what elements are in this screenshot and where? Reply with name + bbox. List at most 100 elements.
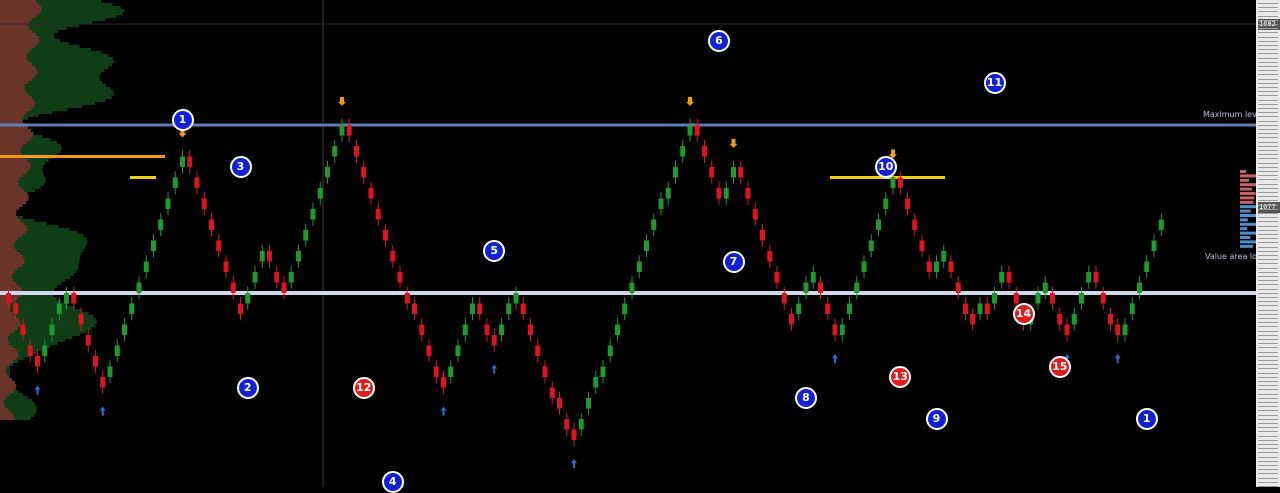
profile-bar-green [0,339,65,342]
profile-bar-brown [0,177,20,180]
profile-bar-brown [0,285,20,288]
bull-brick [673,167,678,178]
bear-brick [984,303,990,314]
profile-bar-green [0,315,94,318]
bear-brick [752,209,758,220]
profile-bar-green [0,72,102,75]
price-axis-tick [1258,481,1278,483]
profile-bar-green [0,255,81,258]
profile-bar-brown [0,357,17,360]
price-axis-tick [1258,427,1278,429]
profile-bar-green [0,15,117,18]
profile-bar-green [0,180,46,183]
profile-bar-green [0,393,24,396]
mini-profile-bar [1240,209,1251,213]
profile-bar-brown [0,366,7,369]
profile-bar-brown [0,201,27,204]
price-axis-tick [1258,49,1278,51]
profile-bar-brown [0,321,21,324]
price-axis[interactable]: 1682 1677 [1256,0,1280,487]
bear-brick [93,356,98,367]
bull-brick [687,125,693,136]
profile-bar-green [0,87,111,90]
profile-bar-green [0,348,43,351]
price-axis-tick [1258,271,1278,273]
bull-brick [114,345,120,356]
bear-brick [1064,324,1070,335]
profile-bar-brown [0,168,30,171]
profile-bar-brown [0,255,24,258]
bull-brick [1158,219,1164,230]
price-axis-tick [1258,108,1278,109]
profile-bar-green [0,300,62,303]
mini-profile-bar [1240,222,1258,226]
profile-bar-brown [0,408,9,411]
price-axis-tick [1258,137,1278,139]
bear-brick [27,345,33,356]
bull-brick [665,188,671,199]
profile-bar-brown [0,90,26,93]
profile-bar-green [0,303,68,306]
profile-bar-green [0,141,57,144]
profile-bar-green [0,264,79,267]
price-axis-tick [1258,116,1278,118]
bear-brick [970,314,976,325]
bull-brick [64,293,69,304]
bear-brick [760,230,765,241]
bear-brick [477,303,483,314]
bull-brick [999,272,1005,283]
bear-brick [100,377,106,388]
profile-bar-brown [0,276,12,279]
bull-brick [883,198,889,209]
profile-bar-brown [0,342,10,345]
bear-brick [542,366,548,377]
price-axis-tick [1258,141,1278,143]
buy-arrow-icon [832,354,838,364]
mini-profile-bar [1240,214,1258,217]
bear-brick [905,198,910,209]
bull-brick [731,167,736,178]
profile-bar-green [0,144,61,147]
profile-bar-brown [0,138,31,141]
price-axis-tick [1258,57,1278,59]
profile-bar-brown [0,87,25,90]
bull-brick [310,209,316,220]
bear-brick [404,293,410,304]
price-axis-tick [1258,431,1278,433]
bull-brick [151,240,156,251]
bull-brick [317,188,323,199]
profile-bar-green [0,60,114,63]
profile-bar-brown [0,279,14,282]
bull-brick [941,251,947,262]
price-axis-tick [1258,385,1278,387]
bull-brick [470,303,475,314]
bear-brick [238,303,243,314]
bull-brick [455,345,461,356]
bear-brick [963,303,968,314]
bear-brick [1006,272,1012,283]
bear-brick [491,335,497,346]
profile-bar-green [0,402,35,405]
buy-arrow-icon [99,406,106,416]
annotation-marker-3: 3 [229,156,252,178]
bull-brick [513,293,519,304]
profile-bar-brown [0,372,7,375]
profile-bar-brown [0,54,27,57]
price-axis-tick [1258,103,1278,105]
profile-bar-green [0,3,113,6]
profile-bar-green [0,57,113,60]
price-axis-tick [1258,397,1278,399]
profile-bar-green [0,27,67,30]
price-axis-tick [1258,423,1278,424]
profile-bar-brown [0,360,14,363]
profile-bar-brown [0,72,37,75]
profile-bar-brown [0,336,8,339]
profile-bar-brown [0,222,24,225]
profile-bar-green [0,183,45,186]
bull-brick [934,261,939,272]
bull-brick [854,282,860,293]
profile-bar-brown [0,102,36,105]
profile-bar-brown [0,384,17,387]
profile-bar-brown [0,351,18,354]
profile-bar-green [0,150,61,153]
